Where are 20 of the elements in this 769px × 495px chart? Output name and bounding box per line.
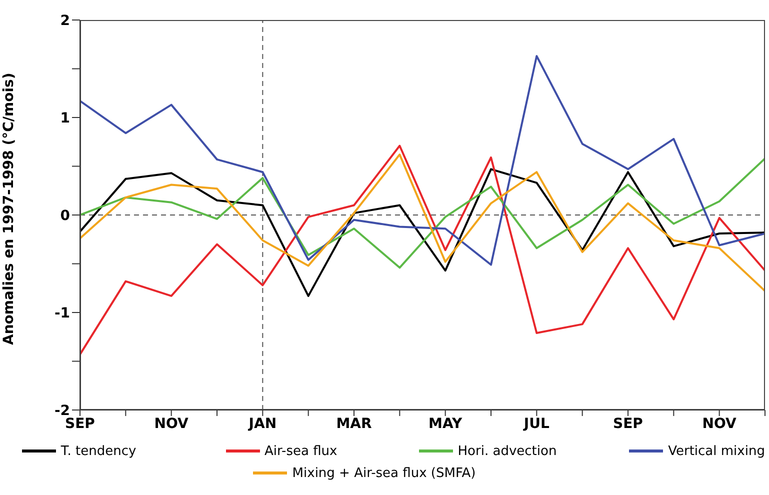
x-tick-label: NOV — [702, 416, 737, 432]
legend-label: Air-sea flux — [264, 444, 338, 458]
x-tick-label: JAN — [248, 416, 277, 432]
legend-label: Mixing + Air-sea flux (SMFA) — [292, 466, 476, 480]
x-tick-label: JUL — [522, 416, 550, 432]
line-series — [80, 55, 765, 266]
x-tick-label: NOV — [154, 416, 189, 432]
y-tick-label: 1 — [60, 110, 70, 126]
x-tick-label: SEP — [613, 416, 643, 432]
y-tick-label: -1 — [54, 305, 70, 322]
y-tick-label: 2 — [60, 12, 70, 29]
line-series — [80, 144, 765, 356]
legend-label: T. tendency — [60, 444, 136, 458]
line-series — [80, 157, 765, 269]
legend-label: Hori. advection — [458, 444, 557, 458]
y-axis-title: Anomalies en 1997-1998 (°C/mois) — [0, 72, 17, 345]
x-tick-label: MAR — [336, 416, 372, 432]
x-tick-label: MAY — [428, 416, 463, 432]
y-tick-label: 0 — [60, 208, 70, 224]
legend-label: Vertical mixing — [668, 444, 765, 458]
